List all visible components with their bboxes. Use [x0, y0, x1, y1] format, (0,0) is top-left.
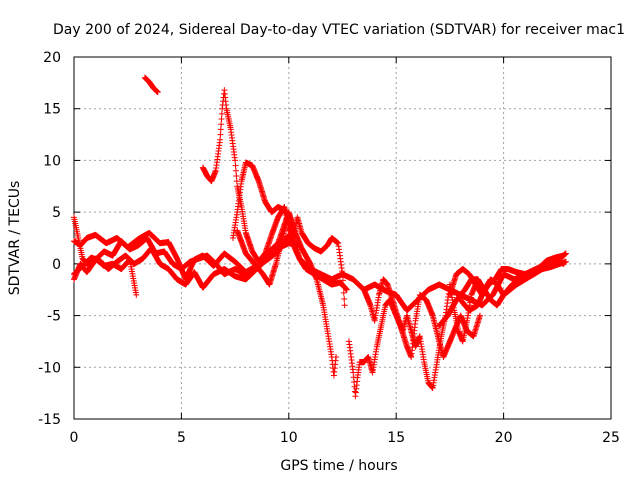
y-tick-label: -5	[47, 309, 61, 325]
x-tick-label: 0	[70, 430, 79, 446]
chart-title: Day 200 of 2024, Sidereal Day-to-day VTE…	[53, 22, 625, 38]
y-axis-label: SDTVAR / TECUs	[7, 181, 23, 296]
data-series-mac1	[71, 74, 569, 400]
plot-frame	[73, 56, 612, 420]
axis-ticks: 0 5 10 15 20 25 -15 -10 -5 0 5 10 15 20	[38, 50, 620, 446]
y-tick-label: 20	[43, 50, 61, 66]
y-tick-label: -15	[38, 412, 61, 428]
y-tick-label: -10	[38, 360, 61, 376]
x-tick-label: 20	[495, 430, 513, 446]
x-tick-label: 5	[177, 430, 186, 446]
x-tick-label: 25	[602, 430, 620, 446]
x-tick-label: 15	[387, 430, 405, 446]
grid-lines	[74, 57, 611, 419]
y-tick-label: 10	[43, 153, 61, 169]
y-tick-label: 0	[52, 257, 61, 273]
x-tick-label: 10	[280, 430, 298, 446]
y-tick-label: 5	[52, 205, 61, 221]
y-tick-label: 15	[43, 102, 61, 118]
x-axis-label: GPS time / hours	[280, 458, 397, 474]
